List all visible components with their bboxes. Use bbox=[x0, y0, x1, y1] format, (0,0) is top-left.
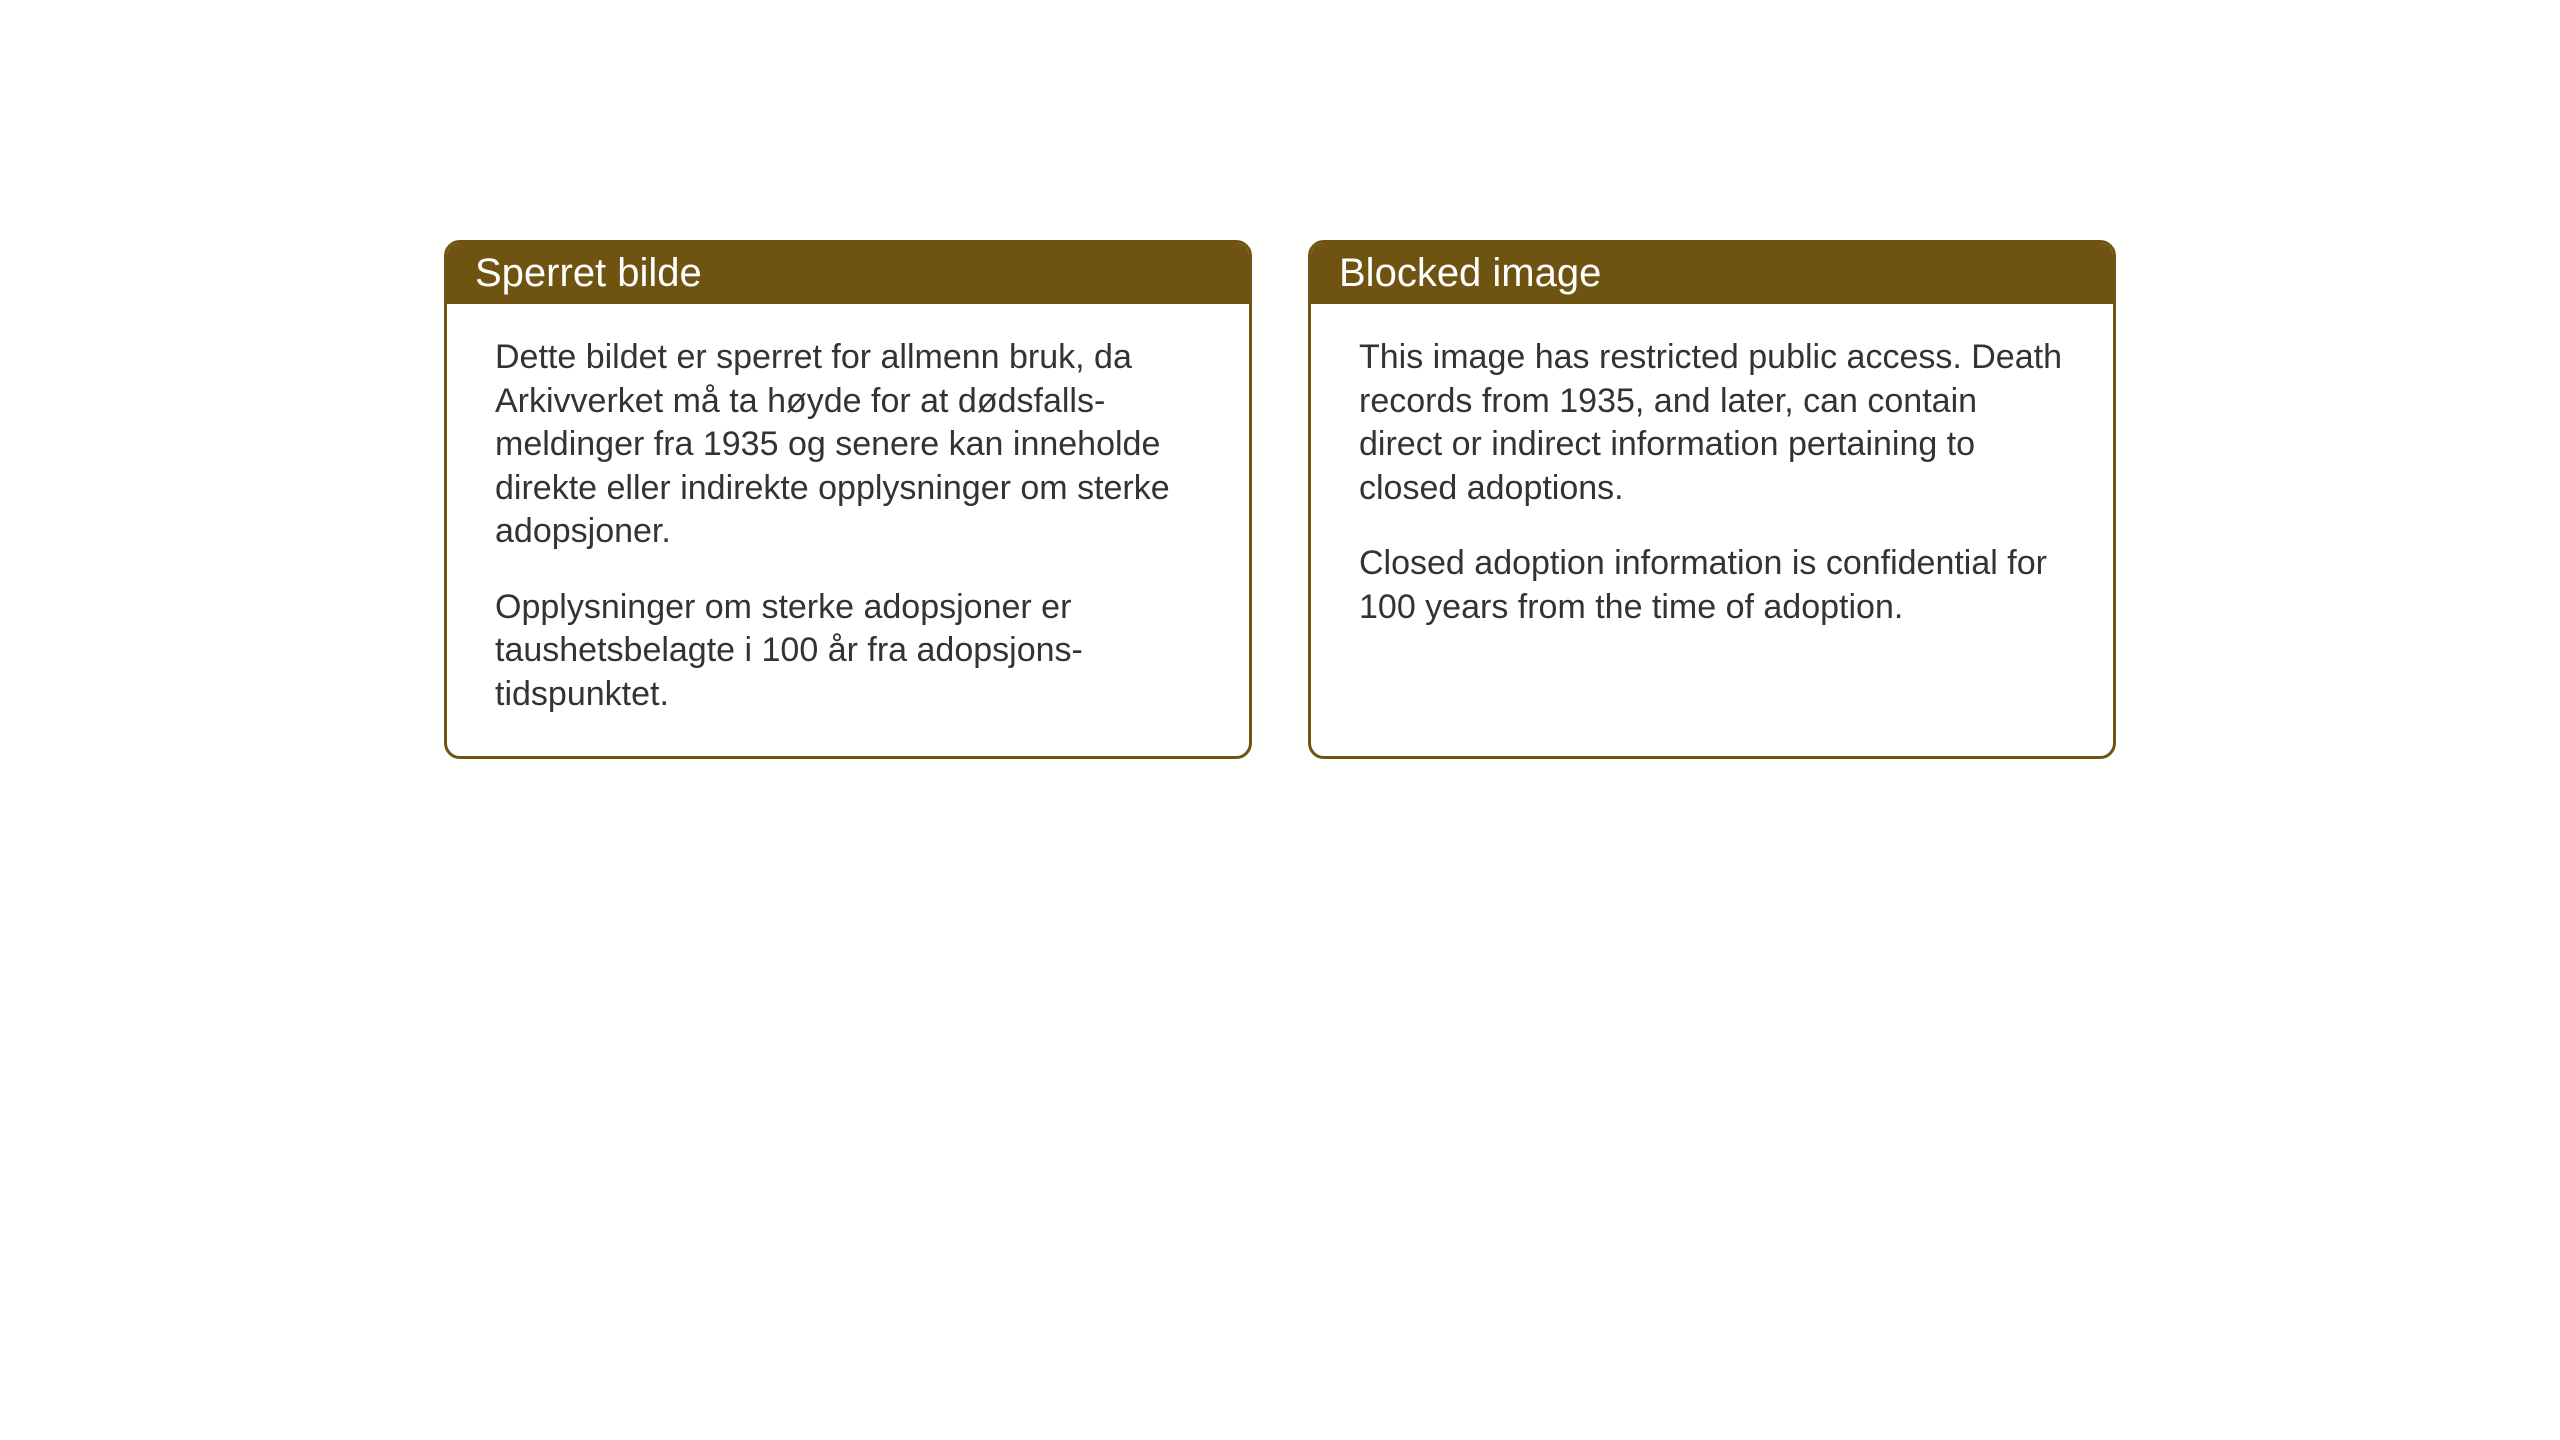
notice-paragraph-1-english: This image has restricted public access.… bbox=[1359, 336, 2065, 510]
notice-card-english: Blocked image This image has restricted … bbox=[1308, 240, 2116, 759]
notice-paragraph-2-norwegian: Opplysninger om sterke adopsjoner er tau… bbox=[495, 586, 1201, 717]
notice-paragraph-2-english: Closed adoption information is confident… bbox=[1359, 542, 2065, 629]
notice-title-norwegian: Sperret bilde bbox=[475, 251, 702, 295]
notice-header-english: Blocked image bbox=[1311, 243, 2113, 304]
notice-body-english: This image has restricted public access.… bbox=[1311, 304, 2113, 736]
notice-body-norwegian: Dette bildet er sperret for allmenn bruk… bbox=[447, 304, 1249, 756]
notice-header-norwegian: Sperret bilde bbox=[447, 243, 1249, 304]
notice-paragraph-1-norwegian: Dette bildet er sperret for allmenn bruk… bbox=[495, 336, 1201, 554]
notice-container: Sperret bilde Dette bildet er sperret fo… bbox=[444, 240, 2116, 759]
notice-title-english: Blocked image bbox=[1339, 251, 1601, 295]
notice-card-norwegian: Sperret bilde Dette bildet er sperret fo… bbox=[444, 240, 1252, 759]
